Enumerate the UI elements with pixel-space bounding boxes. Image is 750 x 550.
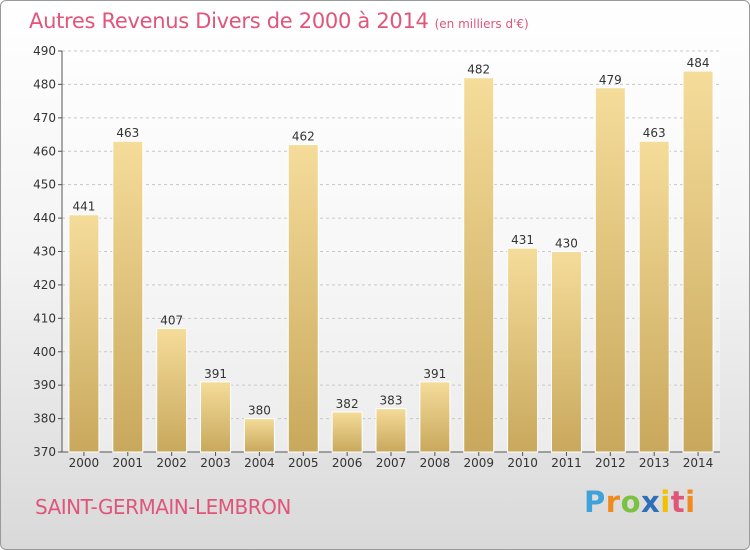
y-tick-label: 470 xyxy=(33,111,56,125)
bar xyxy=(112,140,144,453)
data-label: 441 xyxy=(72,200,95,214)
bar xyxy=(243,418,275,453)
y-tick-label: 450 xyxy=(33,178,56,192)
bar xyxy=(463,77,495,453)
x-tick-label: 2006 xyxy=(332,456,363,470)
data-label: 407 xyxy=(160,313,183,327)
data-label: 380 xyxy=(248,404,271,418)
data-label: 391 xyxy=(204,367,227,381)
x-tick-label: 2002 xyxy=(156,456,187,470)
bar xyxy=(638,140,670,453)
y-tick-label: 430 xyxy=(33,245,56,259)
x-tick-label: 2010 xyxy=(507,456,538,470)
logo-letter: i xyxy=(660,485,671,519)
y-tick-label: 480 xyxy=(33,77,56,91)
data-label: 383 xyxy=(380,394,403,408)
y-tick-label: 370 xyxy=(33,445,56,459)
bar xyxy=(682,70,714,453)
logo-letter: P xyxy=(584,485,606,519)
x-tick-label: 2007 xyxy=(376,456,407,470)
logo-letter: i xyxy=(685,485,696,519)
data-label: 479 xyxy=(599,73,622,87)
x-tick-label: 2013 xyxy=(639,456,670,470)
x-tick-label: 2001 xyxy=(113,456,144,470)
x-tick-label: 2004 xyxy=(244,456,275,470)
bar xyxy=(550,251,582,453)
bar xyxy=(594,87,626,453)
x-tick-label: 2008 xyxy=(420,456,451,470)
x-tick-label: 2003 xyxy=(200,456,231,470)
logo-letter: r xyxy=(605,485,621,519)
chart-title-text: Autres Revenus Divers de 2000 à 2014 xyxy=(29,9,429,33)
data-label: 463 xyxy=(643,126,666,140)
y-tick-label: 380 xyxy=(33,412,56,426)
location-name: SAINT-GERMAIN-LEMBRON xyxy=(35,495,291,519)
data-label: 382 xyxy=(336,397,359,411)
y-tick-label: 400 xyxy=(33,345,56,359)
bar xyxy=(287,144,319,453)
data-label: 484 xyxy=(687,56,710,70)
logo-letter: o xyxy=(620,485,642,519)
data-label: 462 xyxy=(292,130,315,144)
y-tick-label: 490 xyxy=(33,44,56,58)
y-tick-label: 440 xyxy=(33,211,56,225)
proxiti-logo: Proxiti xyxy=(584,485,696,519)
bar xyxy=(331,411,363,453)
bar xyxy=(507,247,539,453)
y-tick-label: 410 xyxy=(33,311,56,325)
x-tick-label: 2009 xyxy=(463,456,494,470)
x-tick-label: 2012 xyxy=(595,456,626,470)
x-tick-label: 2000 xyxy=(69,456,100,470)
x-tick-label: 2011 xyxy=(551,456,582,470)
chart-subtitle: (en milliers d'€) xyxy=(434,17,529,31)
bar xyxy=(156,327,188,453)
logo-letter: t xyxy=(670,485,686,519)
x-tick-label: 2005 xyxy=(288,456,319,470)
data-label: 463 xyxy=(116,126,139,140)
bar xyxy=(68,214,100,453)
data-label: 482 xyxy=(467,63,490,77)
bar xyxy=(419,381,451,453)
y-tick-label: 420 xyxy=(33,278,56,292)
bar xyxy=(375,408,407,453)
data-label: 430 xyxy=(555,237,578,251)
bar xyxy=(200,381,232,453)
x-tick-label: 2014 xyxy=(683,456,714,470)
logo-letter: x xyxy=(641,485,661,519)
y-tick-label: 390 xyxy=(33,378,56,392)
y-tick-label: 460 xyxy=(33,144,56,158)
data-label: 431 xyxy=(511,233,534,247)
chart-title: Autres Revenus Divers de 2000 à 2014 (en … xyxy=(29,9,529,33)
data-label: 391 xyxy=(423,367,446,381)
